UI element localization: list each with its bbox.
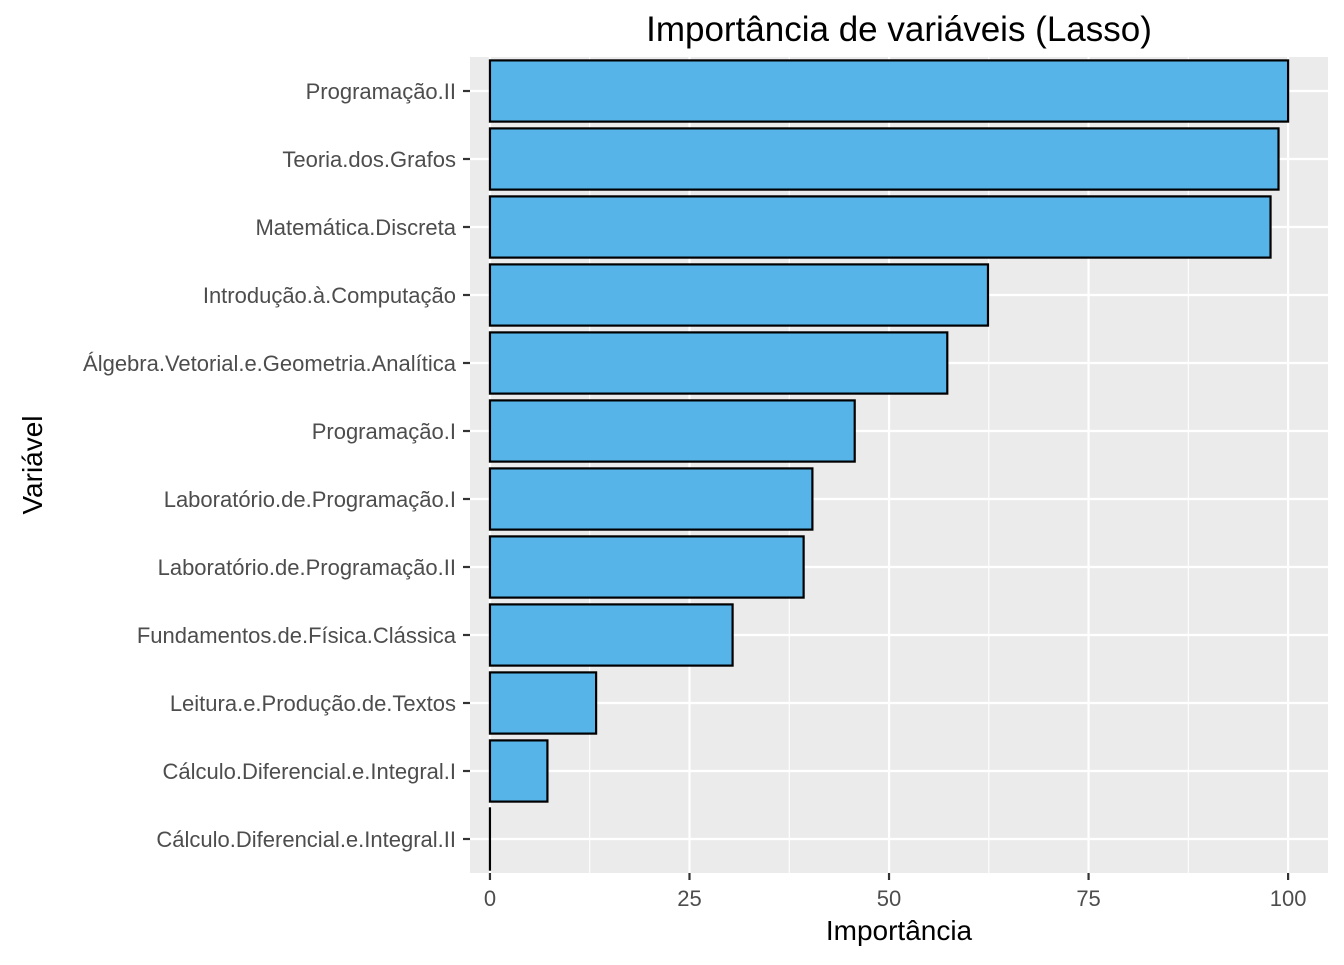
y-tick-label: Introdução.à.Computação	[203, 283, 456, 308]
bar	[490, 264, 988, 325]
bar	[490, 332, 947, 393]
y-tick-label: Laboratório.de.Programação.I	[164, 487, 456, 512]
bar	[490, 604, 733, 665]
y-tick-label: Laboratório.de.Programação.II	[158, 555, 456, 580]
x-axis: 0 25 50 75 100	[484, 873, 1307, 911]
bar	[490, 128, 1279, 189]
x-tick-label: 0	[484, 886, 496, 911]
bar	[490, 536, 804, 597]
y-tick-label: Álgebra.Vetorial.e.Geometria.Analítica	[83, 351, 457, 376]
x-tick-label: 50	[877, 886, 901, 911]
bar	[490, 740, 547, 801]
y-tick-label: Programação.II	[306, 79, 456, 104]
bar	[490, 60, 1288, 121]
y-tick-label: Programação.I	[312, 419, 456, 444]
x-axis-title: Importância	[826, 915, 973, 946]
y-tick-label: Cálculo.Diferencial.e.Integral.II	[156, 827, 456, 852]
x-tick-label: 75	[1076, 886, 1100, 911]
y-tick-label: Teoria.dos.Grafos	[282, 147, 456, 172]
y-tick-label: Cálculo.Diferencial.e.Integral.I	[163, 759, 456, 784]
bar	[490, 400, 855, 461]
x-tick-label: 25	[677, 886, 701, 911]
y-tick-label: Leitura.e.Produção.de.Textos	[170, 691, 456, 716]
bar	[490, 672, 596, 733]
x-tick-label: 100	[1270, 886, 1307, 911]
y-tick-label: Fundamentos.de.Física.Clássica	[137, 623, 457, 648]
y-axis: Programação.II Teoria.dos.Grafos Matemátic…	[83, 79, 470, 852]
bar	[490, 196, 1271, 257]
bar	[490, 468, 812, 529]
y-tick-label: Matemática.Discreta	[255, 215, 456, 240]
chart-title: Importância de variáveis (Lasso)	[646, 10, 1152, 49]
y-axis-title: Variável	[17, 415, 48, 514]
